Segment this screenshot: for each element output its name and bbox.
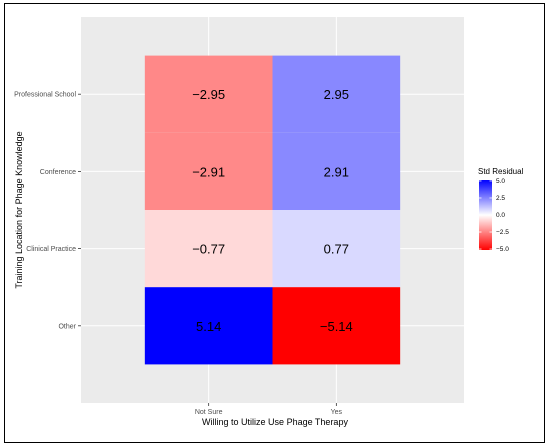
heatmap-cell [144, 210, 273, 288]
color-legend: Std Residual 5.0 2.5 0.0 −2.5 −5.0 [478, 167, 524, 253]
cell-value-label: 2.95 [324, 87, 349, 102]
legend-title: Std Residual [478, 167, 524, 176]
legend-tick-label: 2.5 [496, 195, 505, 202]
cell-value-label: 5.14 [196, 319, 221, 334]
cell-labels: −2.95 2.95 −2.91 2.91 −0.77 0.77 5.14 −5.14 [192, 87, 353, 334]
x-axis-ticks: Not Sure Yes [195, 403, 343, 416]
heatmap-cell [272, 132, 401, 210]
y-axis-title: Training Location for Phage Knowledge [14, 131, 24, 288]
legend-colorbar [479, 180, 492, 250]
y-tick-label: Professional School [14, 92, 76, 99]
y-tick-label: Clinical Practice [26, 246, 76, 253]
cell-value-label: −2.95 [192, 87, 225, 102]
x-tick-label: Not Sure [195, 409, 223, 416]
legend-tick-label: −2.5 [496, 229, 509, 236]
cell-value-label: −2.91 [192, 164, 225, 179]
legend-tick-label: 5.0 [496, 178, 505, 185]
heatmap-cell [144, 287, 273, 365]
y-tick-label: Other [58, 323, 76, 330]
legend-tick-label: −5.0 [496, 246, 509, 253]
heatmap-cell [272, 287, 401, 365]
heatmap-cell [144, 55, 273, 133]
cell-value-label: 0.77 [324, 242, 349, 257]
x-tick-label: Yes [331, 409, 343, 416]
cell-value-label: 2.91 [324, 164, 349, 179]
y-axis-ticks: Professional School Conference Clinical Pr… [14, 92, 81, 330]
y-tick-label: Conference [40, 169, 76, 176]
heatmap-cell [272, 210, 401, 288]
heatmap-cell [272, 55, 401, 133]
cell-value-label: −5.14 [320, 319, 353, 334]
cell-value-label: −0.77 [192, 242, 225, 257]
legend-ticks: 5.0 2.5 0.0 −2.5 −5.0 [479, 178, 509, 253]
heatmap-cell [144, 132, 273, 210]
legend-tick-label: 0.0 [496, 212, 505, 219]
x-axis-title: Willing to Utilize Use Phage Therapy [202, 417, 348, 427]
heatmap-cells [144, 55, 401, 365]
